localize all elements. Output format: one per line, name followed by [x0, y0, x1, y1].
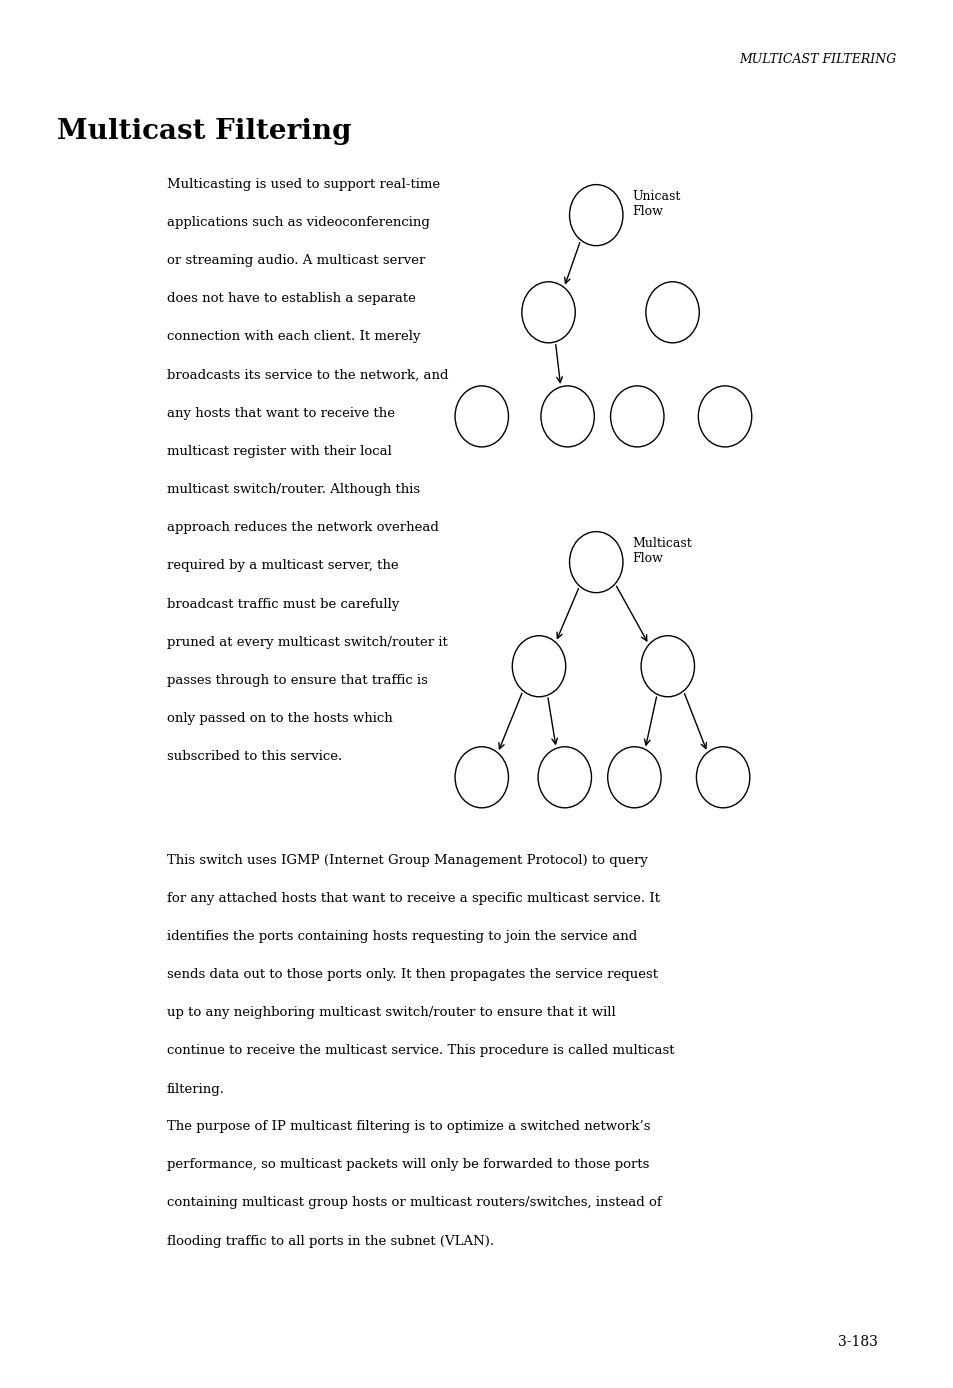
Text: This switch uses IGMP (Internet Group Management Protocol) to query: This switch uses IGMP (Internet Group Ma…	[167, 854, 647, 866]
Text: Multicast Filtering: Multicast Filtering	[57, 118, 352, 144]
Text: flooding traffic to all ports in the subnet (VLAN).: flooding traffic to all ports in the sub…	[167, 1235, 494, 1248]
Text: required by a multicast server, the: required by a multicast server, the	[167, 559, 398, 572]
Text: broadcast traffic must be carefully: broadcast traffic must be carefully	[167, 597, 399, 611]
Text: broadcasts its service to the network, and: broadcasts its service to the network, a…	[167, 369, 448, 382]
Text: Unicast
Flow: Unicast Flow	[632, 190, 680, 218]
Text: filtering.: filtering.	[167, 1083, 225, 1095]
Text: multicast register with their local: multicast register with their local	[167, 446, 392, 458]
Text: subscribed to this service.: subscribed to this service.	[167, 750, 342, 763]
Text: identifies the ports containing hosts requesting to join the service and: identifies the ports containing hosts re…	[167, 930, 637, 942]
Text: or streaming audio. A multicast server: or streaming audio. A multicast server	[167, 254, 425, 266]
Text: for any attached hosts that want to receive a specific multicast service. It: for any attached hosts that want to rece…	[167, 892, 659, 905]
Text: Multicast
Flow: Multicast Flow	[632, 537, 692, 565]
Text: approach reduces the network overhead: approach reduces the network overhead	[167, 522, 438, 534]
Text: pruned at every multicast switch/router it: pruned at every multicast switch/router …	[167, 636, 447, 648]
Text: continue to receive the multicast service. This procedure is called multicast: continue to receive the multicast servic…	[167, 1045, 674, 1058]
Text: performance, so multicast packets will only be forwarded to those ports: performance, so multicast packets will o…	[167, 1158, 649, 1171]
Text: does not have to establish a separate: does not have to establish a separate	[167, 293, 416, 305]
Text: 3-183: 3-183	[837, 1335, 877, 1349]
Text: up to any neighboring multicast switch/router to ensure that it will: up to any neighboring multicast switch/r…	[167, 1006, 615, 1019]
Text: containing multicast group hosts or multicast routers/switches, instead of: containing multicast group hosts or mult…	[167, 1196, 661, 1209]
Text: Multicasting is used to support real-time: Multicasting is used to support real-tim…	[167, 178, 439, 190]
Text: sends data out to those ports only. It then propagates the service request: sends data out to those ports only. It t…	[167, 969, 658, 981]
Text: any hosts that want to receive the: any hosts that want to receive the	[167, 407, 395, 419]
Text: connection with each client. It merely: connection with each client. It merely	[167, 330, 420, 343]
Text: multicast switch/router. Although this: multicast switch/router. Although this	[167, 483, 419, 496]
Text: The purpose of IP multicast filtering is to optimize a switched network’s: The purpose of IP multicast filtering is…	[167, 1120, 650, 1133]
Text: applications such as videoconferencing: applications such as videoconferencing	[167, 217, 430, 229]
Text: MULTICAST FILTERING: MULTICAST FILTERING	[739, 53, 896, 65]
Text: only passed on to the hosts which: only passed on to the hosts which	[167, 712, 393, 725]
Text: passes through to ensure that traffic is: passes through to ensure that traffic is	[167, 675, 427, 687]
